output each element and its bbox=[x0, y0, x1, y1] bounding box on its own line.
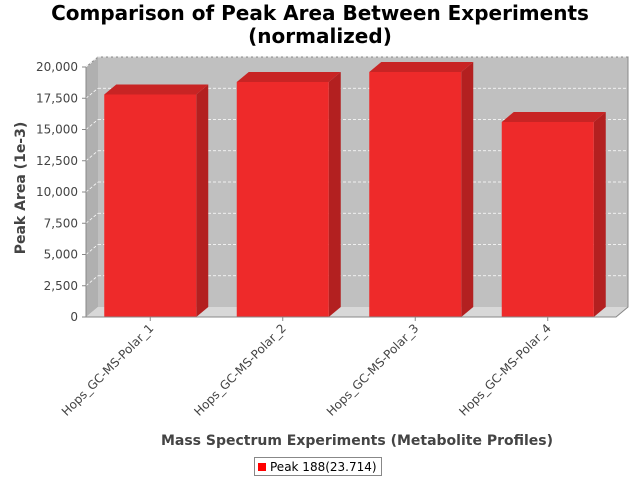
bar bbox=[501, 122, 594, 317]
x-tick-label: Hops_GC-MS-Polar_3 bbox=[324, 321, 422, 419]
x-tick-label: Hops_GC-MS-Polar_2 bbox=[191, 321, 289, 419]
legend-swatch bbox=[258, 462, 266, 471]
chart-title-line-2: (normalized) bbox=[248, 24, 392, 48]
gridline-side bbox=[85, 150, 99, 162]
y-tick-label: 12,500 bbox=[36, 154, 78, 168]
x-axis-label: Mass Spectrum Experiments (Metabolite Pr… bbox=[161, 433, 553, 449]
y-tick-label: 5,000 bbox=[44, 248, 78, 262]
gridline-side bbox=[85, 181, 99, 193]
bar-top bbox=[369, 62, 474, 72]
y-tick-label: 10,000 bbox=[36, 185, 78, 199]
y-axis-label: Peak Area (1e-3) bbox=[13, 122, 29, 255]
y-tick-label: 15,000 bbox=[36, 123, 78, 137]
gridline-side bbox=[85, 275, 99, 287]
bar-top bbox=[236, 72, 341, 82]
x-tick-label: Hops_GC-MS-Polar_1 bbox=[59, 321, 157, 419]
gridline-side bbox=[85, 244, 99, 255]
y-tick-label: 20,000 bbox=[36, 60, 78, 74]
gridline-side bbox=[85, 119, 99, 130]
chart-title: Comparison of Peak Area Between Experime… bbox=[0, 2, 640, 48]
y-tick-label: 0 bbox=[70, 310, 78, 324]
y-tick-label: 17,500 bbox=[36, 91, 78, 105]
gridline-side bbox=[85, 87, 99, 99]
legend-label: Peak 188(23.714) bbox=[270, 459, 377, 474]
x-tick-label: Hops_GC-MS-Polar_4 bbox=[456, 321, 554, 419]
chart-title-line-1: Comparison of Peak Area Between Experime… bbox=[51, 1, 589, 25]
y-tick-label: 7,500 bbox=[44, 216, 78, 230]
gridline-side bbox=[85, 212, 99, 224]
bar bbox=[369, 72, 462, 317]
bar-top bbox=[104, 84, 209, 95]
plot-floor bbox=[86, 307, 628, 317]
bars-group bbox=[104, 62, 606, 317]
bar bbox=[104, 94, 197, 317]
y-tick-label: 2,500 bbox=[44, 279, 78, 293]
bar-side bbox=[328, 72, 341, 317]
gridline-side bbox=[85, 56, 99, 68]
legend: Peak 188(23.714) bbox=[254, 457, 382, 476]
bar-side bbox=[593, 112, 606, 317]
bar-side bbox=[196, 84, 209, 317]
bar-top bbox=[501, 112, 606, 122]
bar bbox=[236, 82, 329, 317]
bar-side bbox=[461, 62, 474, 317]
